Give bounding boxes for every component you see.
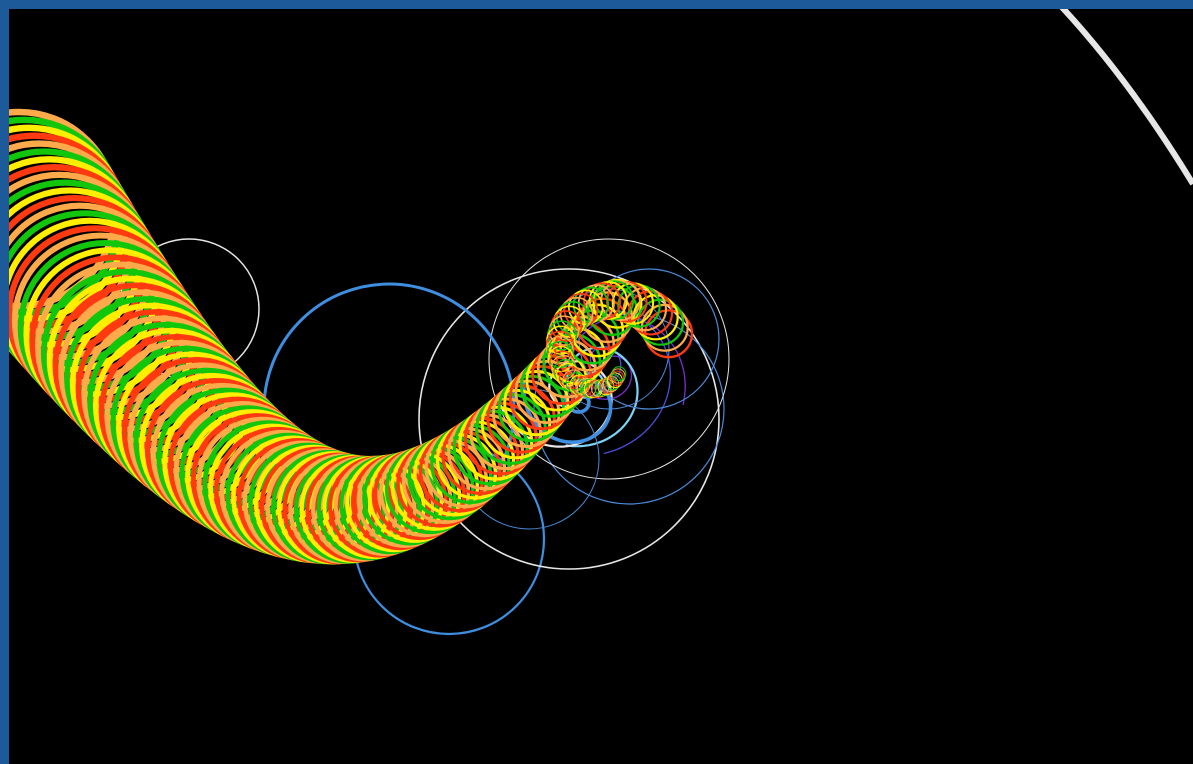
trail-ring <box>611 366 627 382</box>
trail-ring <box>441 416 520 496</box>
trail-ring <box>545 330 575 360</box>
trail-ring <box>435 420 516 500</box>
trail-ring <box>594 280 635 321</box>
trail-ring <box>567 289 604 326</box>
trail-ring <box>583 379 603 399</box>
trail-ring <box>548 315 580 347</box>
outer-arc <box>1059 9 1193 186</box>
trail-ring <box>545 335 574 364</box>
ring-trail <box>9 108 694 565</box>
trail-ring <box>562 369 585 392</box>
outline-circle <box>488 238 730 480</box>
trail-ring <box>559 296 594 331</box>
drawing-canvas[interactable] <box>9 9 1193 764</box>
trail-ring <box>610 368 626 384</box>
outline-circle <box>418 268 720 570</box>
outline-circle <box>578 268 720 410</box>
spiral-artwork <box>9 9 1193 636</box>
trail-ring <box>553 305 586 338</box>
trail-ring <box>592 278 643 329</box>
trail-ring <box>551 354 577 380</box>
trail-ring <box>458 405 534 481</box>
trail-ring <box>514 359 579 424</box>
